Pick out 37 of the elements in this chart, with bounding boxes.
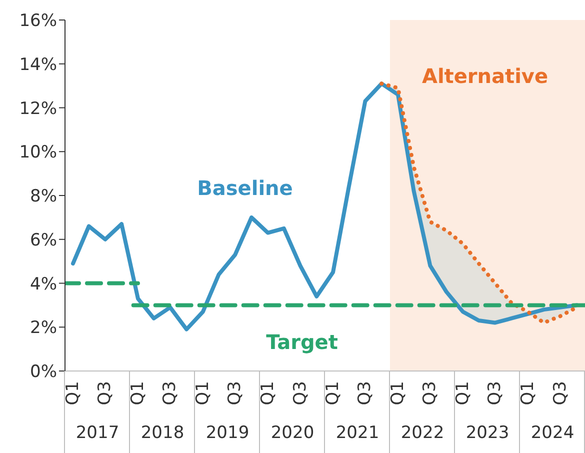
text: 2019 [206,423,250,443]
x-tick-label: Q3 [485,381,506,406]
x-tick-label: Q3 [95,381,116,406]
y-tick-label: 16% [19,11,57,32]
line-series [71,82,579,332]
y-tick-label: 0% [30,362,57,382]
text: 2022 [400,423,444,443]
x-tick-label: Q3 [355,381,376,406]
text: 2021 [336,423,380,443]
x-tick-label: Q3 [290,381,310,406]
text: 2023 [466,423,510,443]
x-tick-label: Q1 [63,381,84,406]
y-tick-label: 10% [19,142,57,163]
x-tick-label: Q1 [323,381,344,406]
x-tick-label: Q3 [225,381,246,406]
x-tick-label: Q3 [550,381,570,406]
series-label: Baseline [197,176,293,200]
text: 2020 [270,423,314,443]
y-tick-label: 2% [30,318,57,338]
text: 2018 [140,423,184,443]
x-tick-label: Q1 [452,381,473,406]
text: 2017 [76,423,120,443]
x-tick-label: Q3 [420,381,440,406]
y-tick-label: 14% [19,54,57,75]
y-tick-label: 6% [30,230,57,250]
series-label: Target [266,330,338,354]
x-tick-label: Q1 [388,381,408,406]
series-label: Alternative [422,64,548,88]
text: 2024 [530,423,574,443]
x-tick-label: Q3 [160,381,180,406]
y-tick-label: 4% [30,274,57,294]
x-tick-label: Q1 [518,381,538,406]
x-tick-label: Q1 [258,381,278,406]
y-tick-label: 12% [19,98,57,119]
x-tick-label: Q1 [192,381,213,406]
x-tick-label: Q1 [128,381,148,406]
y-tick-label: 8% [30,186,57,207]
